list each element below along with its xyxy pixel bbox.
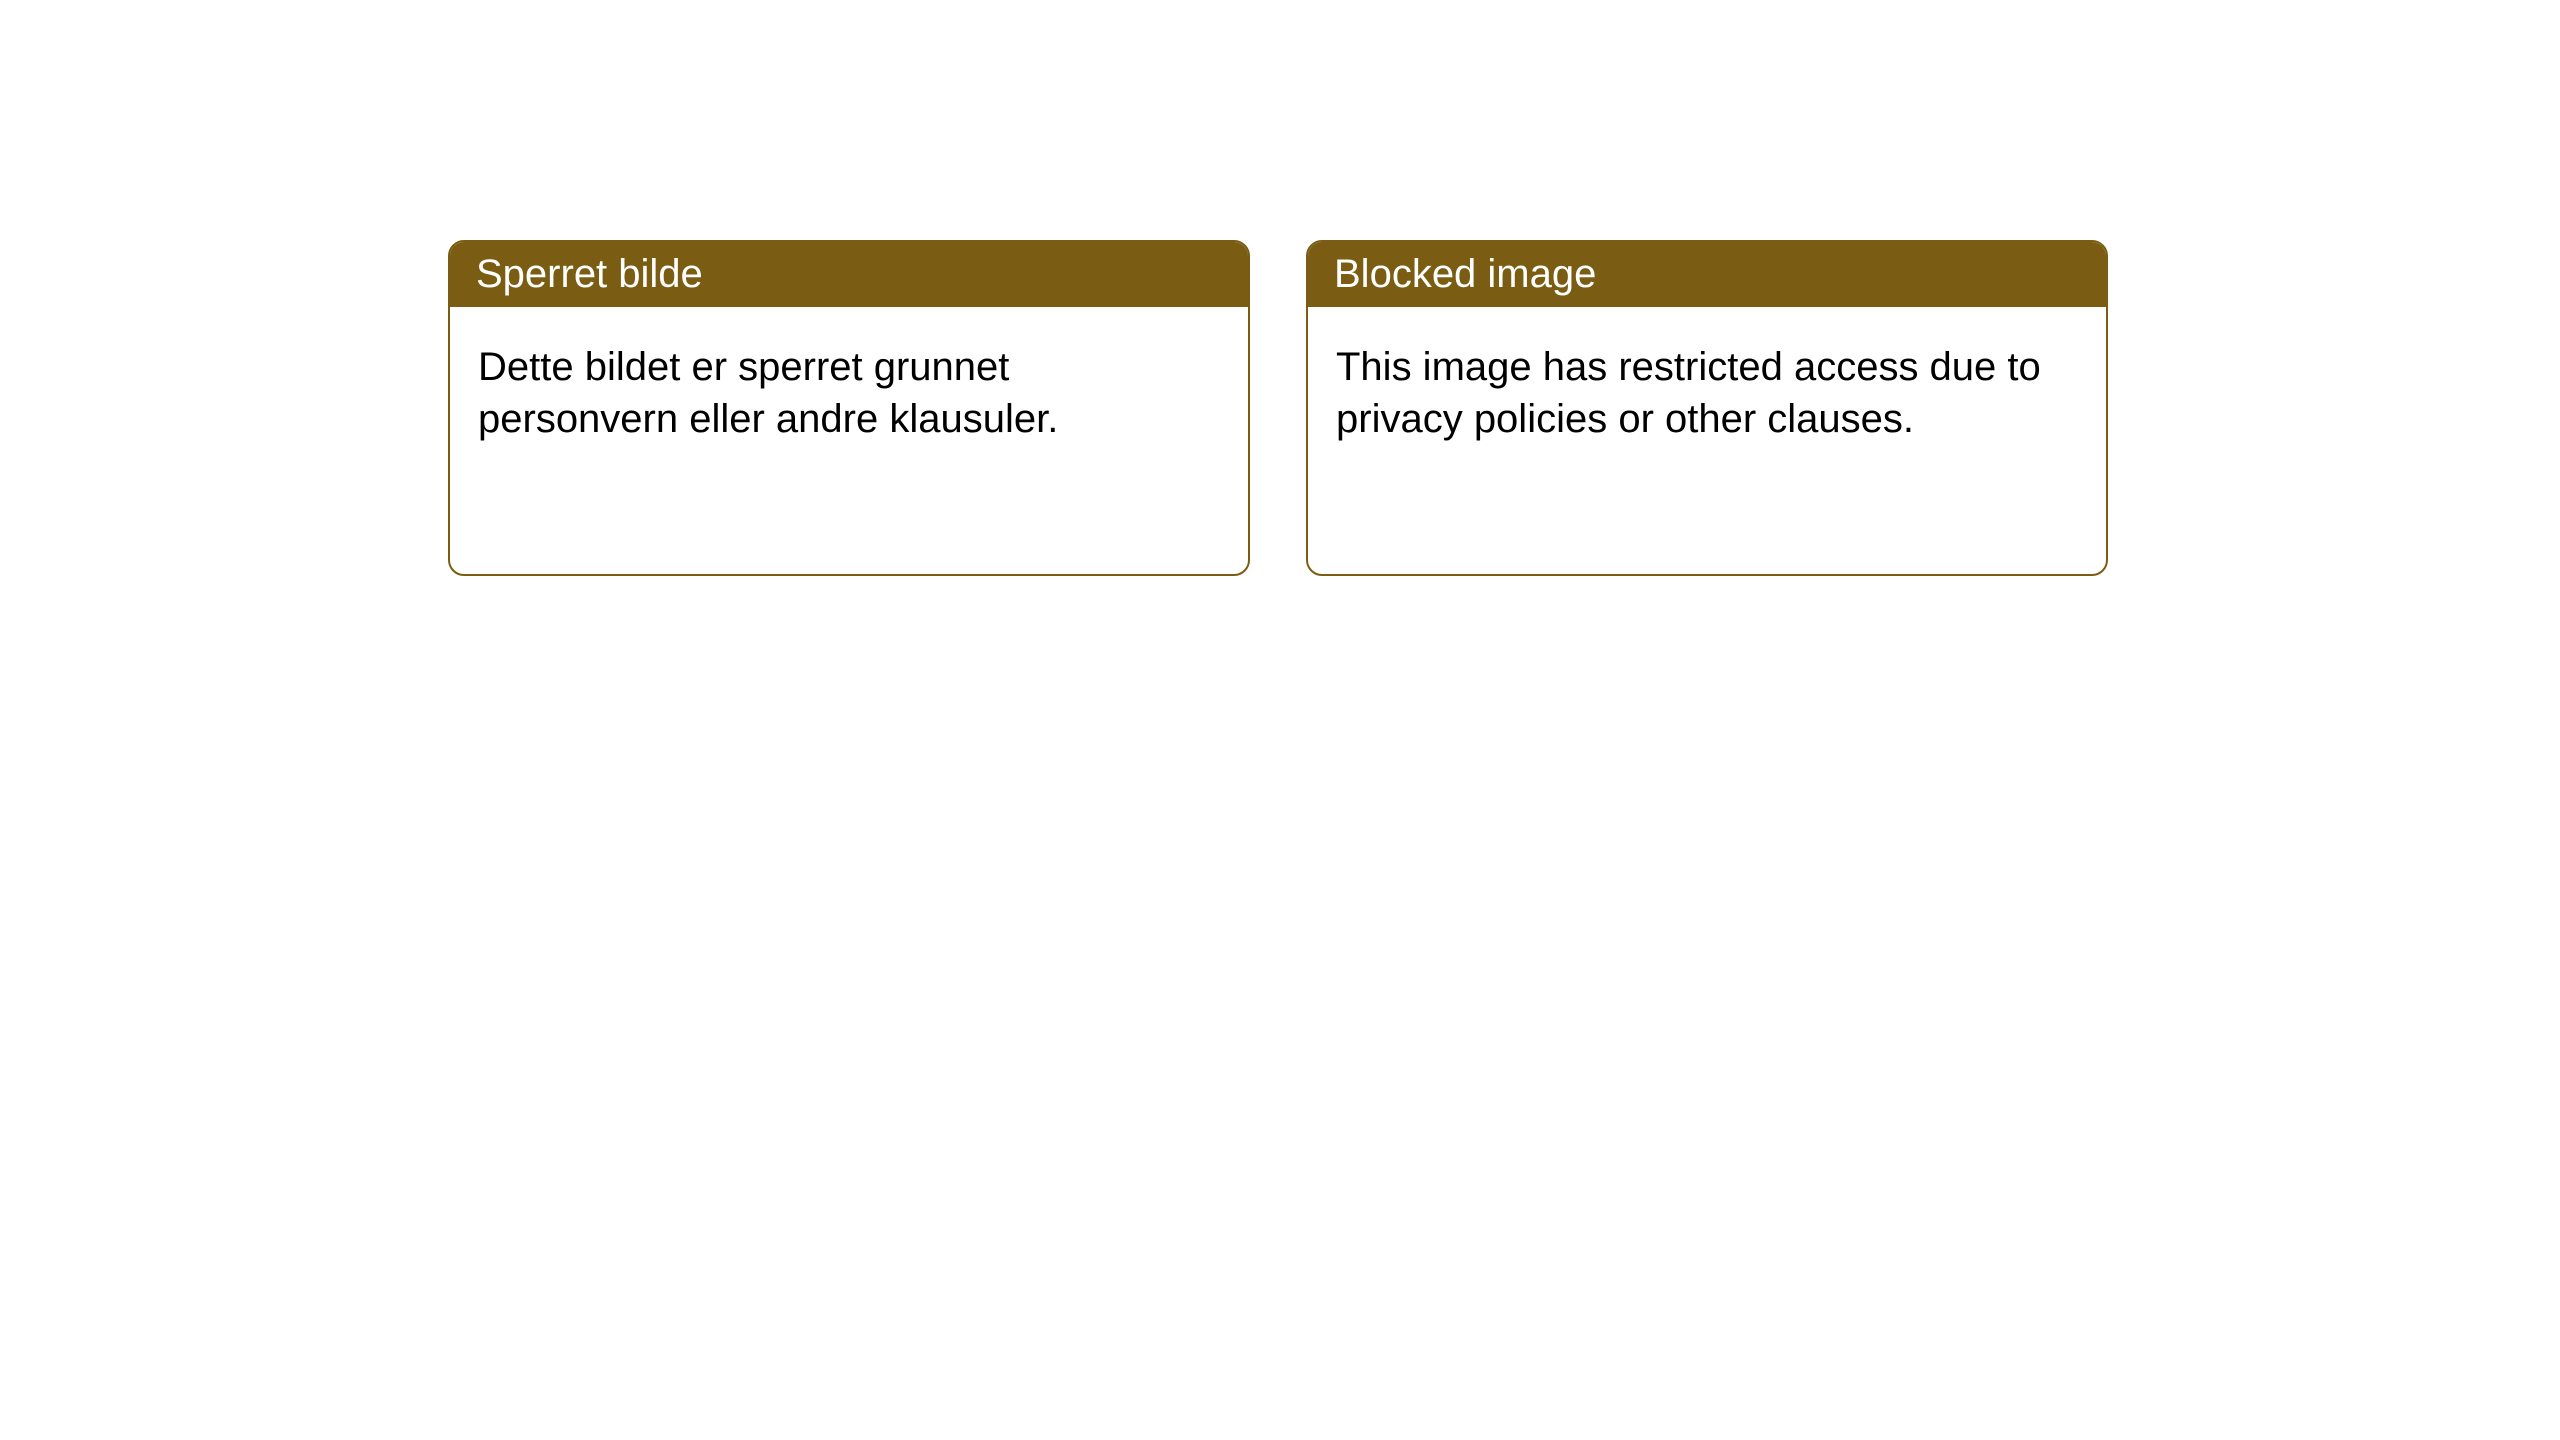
notice-body: Dette bildet er sperret grunnet personve… bbox=[450, 307, 1248, 479]
notice-body: This image has restricted access due to … bbox=[1308, 307, 2106, 479]
notice-title: Blocked image bbox=[1334, 252, 1596, 296]
notice-container: Sperret bilde Dette bildet er sperret gr… bbox=[0, 0, 2560, 576]
notice-box-english: Blocked image This image has restricted … bbox=[1306, 240, 2108, 576]
notice-text: Dette bildet er sperret grunnet personve… bbox=[478, 345, 1058, 441]
notice-box-norwegian: Sperret bilde Dette bildet er sperret gr… bbox=[448, 240, 1250, 576]
notice-header: Blocked image bbox=[1308, 242, 2106, 307]
notice-title: Sperret bilde bbox=[476, 252, 703, 296]
notice-header: Sperret bilde bbox=[450, 242, 1248, 307]
notice-text: This image has restricted access due to … bbox=[1336, 345, 2041, 441]
